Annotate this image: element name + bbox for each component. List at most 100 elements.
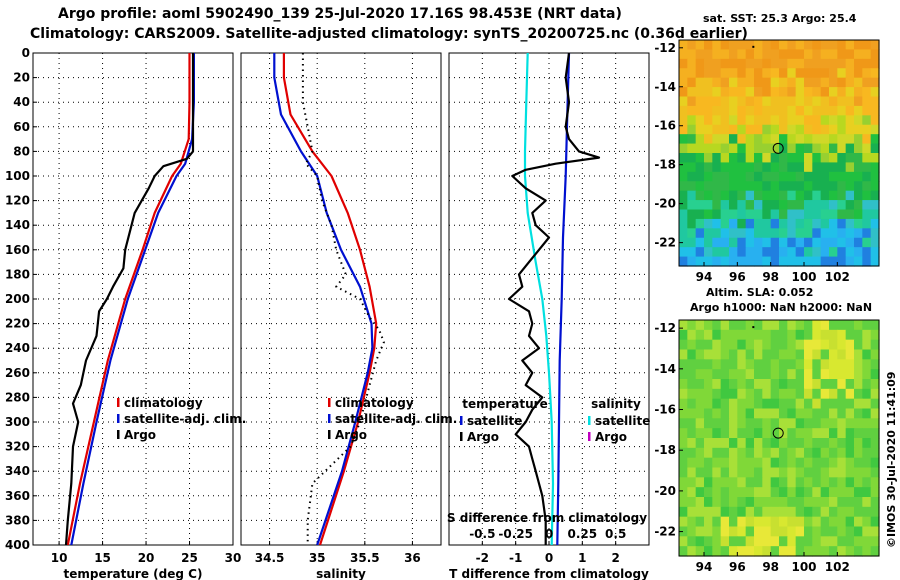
map-cell — [754, 58, 763, 69]
map-cell — [837, 96, 847, 107]
map-cell — [820, 546, 830, 557]
map-cell — [704, 339, 713, 351]
map-cell — [729, 477, 738, 488]
map-cell — [812, 428, 822, 439]
map-cell — [804, 388, 813, 400]
map-cell — [687, 349, 697, 360]
map-cell — [737, 339, 747, 351]
map-cell — [779, 96, 788, 107]
map-cell — [837, 457, 847, 469]
map-cell — [712, 153, 722, 164]
map-cell — [837, 115, 847, 126]
map-cell — [862, 418, 872, 429]
map-cell — [820, 467, 830, 478]
x-tick-label: 35.5 — [350, 551, 380, 565]
map-cell — [704, 115, 713, 126]
map-cell — [837, 526, 847, 537]
map-cell — [795, 418, 805, 429]
map-cell — [870, 418, 880, 429]
map-cell — [862, 477, 872, 488]
map-cell — [762, 134, 772, 145]
map-cell — [729, 516, 738, 528]
map-cell — [745, 497, 755, 508]
map-cell — [837, 87, 847, 98]
y-tick-label: 140 — [5, 218, 30, 232]
map-cell — [795, 153, 805, 164]
map-cell — [812, 516, 822, 528]
map-cell — [745, 209, 755, 220]
map-cell — [854, 105, 863, 116]
map-cell — [795, 487, 805, 498]
legend-swatch — [117, 430, 120, 439]
map-cell — [687, 329, 697, 341]
map-cell — [754, 408, 763, 419]
map-cell — [779, 181, 788, 192]
map-cell — [870, 457, 880, 469]
x-tick-label: 30 — [225, 551, 242, 565]
map-cell — [862, 467, 872, 478]
map-cell — [854, 218, 863, 229]
map-cell — [762, 526, 772, 537]
map-cell — [845, 247, 855, 258]
map-cell — [712, 457, 722, 469]
map-cell — [854, 546, 863, 557]
map-cell — [787, 190, 797, 201]
map-cell — [812, 58, 822, 69]
map-cell — [795, 388, 805, 400]
map-cell — [729, 546, 738, 557]
map-cell — [695, 171, 705, 182]
y-tick-label: 160 — [5, 243, 30, 257]
map-cell — [854, 506, 863, 518]
map-cell — [679, 218, 688, 229]
map-cell — [870, 153, 880, 164]
map-cell — [829, 218, 838, 229]
map-cell — [779, 320, 788, 331]
map-cell — [695, 526, 705, 537]
map-cell — [837, 190, 847, 201]
map-cell — [804, 398, 813, 410]
sla-map: 94 96 98 100 102 -12 -14 -16 -18 -20 -22 — [654, 319, 880, 574]
map-cell — [770, 162, 780, 173]
map-cell — [795, 200, 805, 211]
map-cell — [837, 506, 847, 518]
map-cell — [820, 339, 830, 351]
map-cell — [729, 349, 738, 360]
map-cell — [762, 105, 772, 116]
map-cell — [795, 68, 805, 79]
map-cell — [787, 349, 797, 360]
map-cell — [862, 546, 872, 557]
map-cell — [804, 124, 813, 135]
map-cell — [787, 200, 797, 211]
map-cell — [820, 162, 830, 173]
map-cell — [795, 320, 805, 331]
map-cell — [704, 497, 713, 508]
map-cell — [679, 40, 688, 51]
map-cell — [779, 237, 788, 248]
map-cell — [712, 546, 722, 557]
map-cell — [737, 516, 747, 528]
map-cell — [820, 115, 830, 126]
map-cell — [704, 477, 713, 488]
x-tick-label: 36 — [404, 551, 421, 565]
map-cell — [745, 329, 755, 341]
map-cell — [787, 447, 797, 459]
map-cell — [804, 497, 813, 508]
map-cell — [829, 506, 838, 518]
map-cell — [729, 134, 738, 145]
map-cell — [695, 228, 705, 239]
map-cell — [754, 153, 763, 164]
map-cell — [695, 105, 705, 116]
map-cell — [795, 218, 805, 229]
map-cell — [795, 181, 805, 192]
map-x-tick-label: 98 — [762, 560, 779, 574]
map-cell — [820, 247, 830, 258]
map-cell — [745, 349, 755, 360]
map-cell — [845, 68, 855, 79]
map-cell — [729, 398, 738, 410]
map-cell — [804, 153, 813, 164]
map-cell — [804, 339, 813, 351]
map-cell — [737, 228, 747, 239]
map-cell — [837, 58, 847, 69]
map-cell — [795, 329, 805, 341]
map-cell — [787, 162, 797, 173]
